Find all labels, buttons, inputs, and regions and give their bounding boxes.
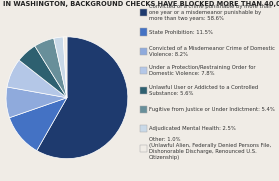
Text: Unlawful User or Addicted to a Controlled
Substance: 5.6%: Unlawful User or Addicted to a Controlle…: [149, 85, 258, 96]
Text: Under a Protection/Restraining Order for
Domestic Violence: 7.8%: Under a Protection/Restraining Order for…: [149, 65, 256, 76]
Wedge shape: [6, 87, 67, 118]
Wedge shape: [19, 46, 67, 98]
Wedge shape: [54, 37, 67, 98]
Text: Fugitive from Justice or Under Indictment: 5.4%: Fugitive from Justice or Under Indictmen…: [149, 107, 275, 112]
Wedge shape: [37, 37, 128, 159]
Wedge shape: [35, 38, 67, 98]
Wedge shape: [7, 60, 67, 98]
Wedge shape: [9, 98, 67, 151]
Text: State Prohibition: 11.5%: State Prohibition: 11.5%: [149, 30, 213, 35]
Text: Other: 1.0%
(Unlawful Alien, Federally Denied Persons File,
Dishonorable Dischar: Other: 1.0% (Unlawful Alien, Federally D…: [149, 137, 271, 160]
Text: Adjudicated Mental Health: 2.5%: Adjudicated Mental Health: 2.5%: [149, 126, 236, 131]
Text: Convicted of a Misdemeanor Crime of Domestic
Violence: 8.2%: Convicted of a Misdemeanor Crime of Dome…: [149, 46, 275, 57]
Text: IN WASHINGTON, BACKGROUND CHECKS HAVE BLOCKED MORE THAN 40,000 GUN SALES TO DANG: IN WASHINGTON, BACKGROUND CHECKS HAVE BL…: [3, 1, 279, 7]
Wedge shape: [63, 37, 67, 98]
Text: Convicted of a crime punishable by more than
one year or a misdemeanor punishabl: Convicted of a crime punishable by more …: [149, 4, 272, 21]
